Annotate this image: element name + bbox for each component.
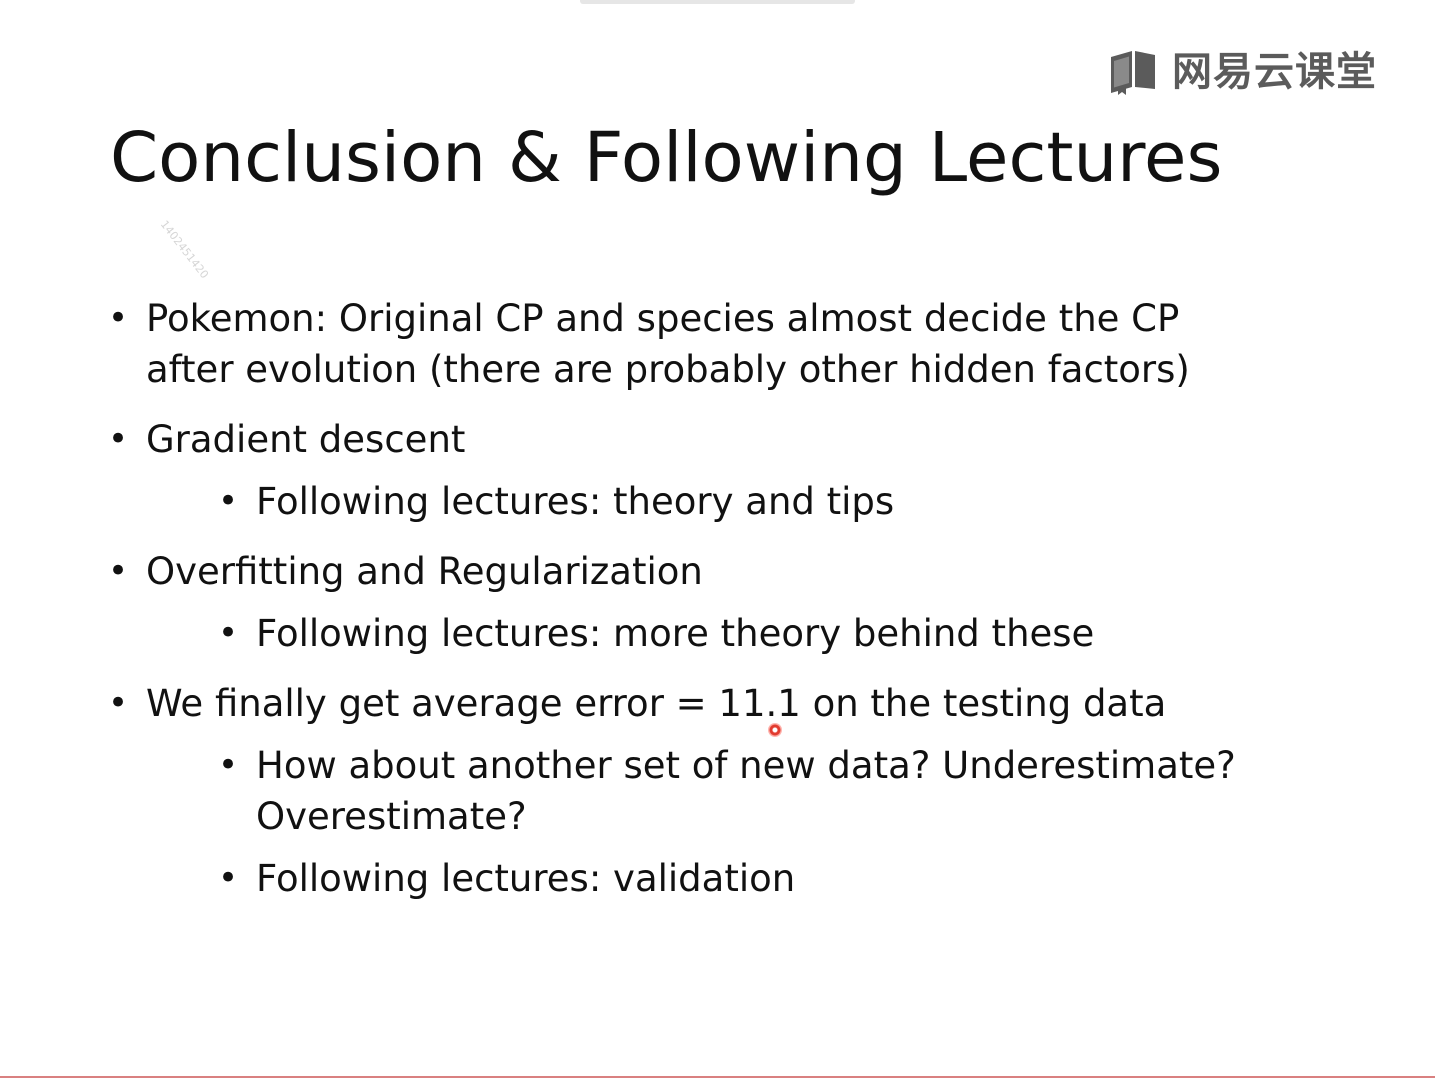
bullet-line: Pokemon: Original CP and species almost …: [146, 297, 1180, 340]
watermark: 1402451420: [157, 218, 212, 282]
laser-pointer-icon: [768, 723, 782, 737]
sub-bullet-line: How about another set of new data? Under…: [256, 744, 1236, 787]
slide-title: Conclusion & Following Lectures: [110, 118, 1223, 198]
bullet-line: Overfitting and Regularization: [146, 550, 703, 593]
netease-cloud-classroom-logo: 网易云课堂: [1108, 46, 1377, 98]
bullet-line: Gradient descent: [146, 418, 466, 461]
sub-bullet-line: Following lectures: more theory behind t…: [256, 612, 1095, 655]
sub-bullet-line: Following lectures: theory and tips: [256, 480, 895, 523]
bullet-list: Pokemon: Original CP and species almost …: [108, 293, 1308, 923]
sub-bullet-line: Following lectures: validation: [256, 857, 796, 900]
sub-bullet: Following lectures: theory and tips: [146, 476, 1308, 527]
bullet-average-error: We finally get average error = 11.1 on t…: [108, 678, 1308, 904]
top-window-edge: [580, 0, 855, 4]
bottom-divider: [0, 1076, 1435, 1078]
sub-bullet: Following lectures: more theory behind t…: [146, 608, 1308, 659]
bullet-line: We finally get average error = 11.1 on t…: [146, 682, 1167, 725]
sub-bullet: How about another set of new data? Under…: [146, 740, 1308, 842]
sub-bullet: Following lectures: validation: [146, 853, 1308, 904]
bullet-gradient-descent: Gradient descent Following lectures: the…: [108, 414, 1308, 527]
bullet-pokemon: Pokemon: Original CP and species almost …: [108, 293, 1308, 395]
logo-text: 网易云课堂: [1172, 49, 1377, 95]
bullet-line: after evolution (there are probably othe…: [146, 348, 1190, 391]
sub-bullet-line: Overestimate?: [256, 795, 527, 838]
bullet-overfitting: Overfitting and Regularization Following…: [108, 546, 1308, 659]
book-icon: [1111, 51, 1155, 95]
